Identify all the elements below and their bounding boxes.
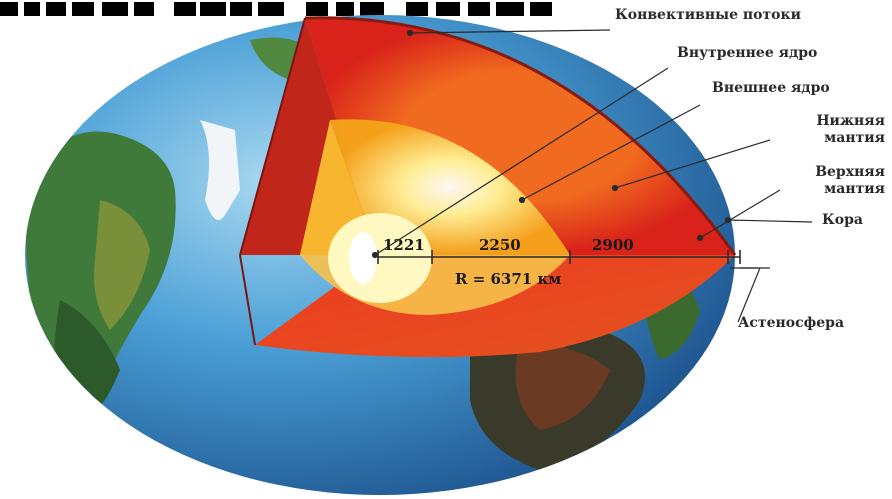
label-outer-core: Внешнее ядро (712, 80, 830, 96)
cutaway-wedge (238, 16, 737, 358)
leader-lines (371, 29, 813, 323)
value-total-radius: R = 6371 км (455, 270, 562, 288)
title-bar-clipped (0, 0, 590, 16)
value-outer-core-thickness: 2250 (479, 236, 521, 254)
value-inner-core-radius: 1221 (383, 236, 425, 254)
clipped-title-text (0, 2, 552, 16)
label-upper-mantle-2: мантия (824, 181, 885, 197)
label-asthenosphere: Астеносфера (738, 315, 845, 331)
label-upper-mantle-1: Верхняя (815, 164, 885, 180)
label-crust: Кора (822, 212, 863, 228)
label-lower-mantle-2: мантия (824, 130, 885, 146)
label-convective-currents: Конвективные потоки (615, 7, 802, 23)
radius-scale (377, 250, 741, 264)
label-inner-core: Внутреннее ядро (677, 45, 818, 61)
label-lower-mantle-1: Нижняя (816, 113, 885, 129)
land-masses (26, 37, 700, 470)
value-mantle-thickness: 2900 (592, 236, 634, 254)
